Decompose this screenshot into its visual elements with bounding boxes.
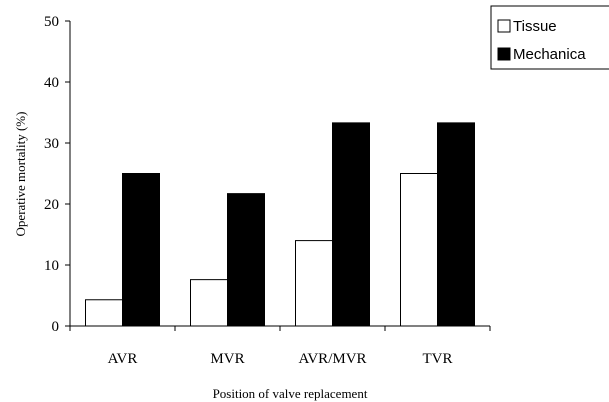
legend-label-mechanica: Mechanica: [513, 46, 586, 63]
bar-tissue-avr: [85, 299, 123, 327]
y-tick-label: 40: [44, 75, 59, 91]
bar-mechanica-avr-mvr: [332, 122, 370, 327]
x-category-label: MVR: [210, 351, 244, 367]
bar-tissue-tvr: [400, 173, 438, 327]
bars: [85, 122, 475, 327]
y-tick-label: 20: [44, 197, 59, 213]
x-category-label: AVR: [108, 351, 138, 367]
x-axis-label: Position of valve replacement: [213, 386, 368, 401]
y-ticks: 0 10 20 30 40 50: [44, 14, 70, 335]
bar-mechanica-tvr: [437, 122, 475, 327]
x-ticks: [69, 326, 491, 331]
x-category-label: AVR/MVR: [298, 351, 366, 367]
y-tick-label: 50: [44, 14, 59, 30]
legend-swatch-mechanica: [497, 47, 511, 61]
bar-tissue-mvr: [190, 279, 228, 327]
y-tick-label: 0: [52, 319, 60, 335]
category-labels: AVR MVR AVR/MVR TVR: [108, 351, 453, 367]
bar-mechanica-mvr: [227, 193, 265, 327]
y-tick-label: 10: [44, 258, 59, 274]
bar-mechanica-avr: [122, 173, 160, 327]
y-tick-label: 30: [44, 136, 59, 152]
legend-box: [490, 5, 609, 70]
legend: Tissue Mechanica: [490, 5, 609, 70]
x-category-label: TVR: [423, 351, 453, 367]
legend-swatch-tissue: [497, 19, 511, 33]
legend-label-tissue: Tissue: [513, 18, 557, 35]
bar-tissue-avr-mvr: [295, 240, 333, 327]
y-axis-label: Operative mortality (%): [13, 112, 28, 237]
